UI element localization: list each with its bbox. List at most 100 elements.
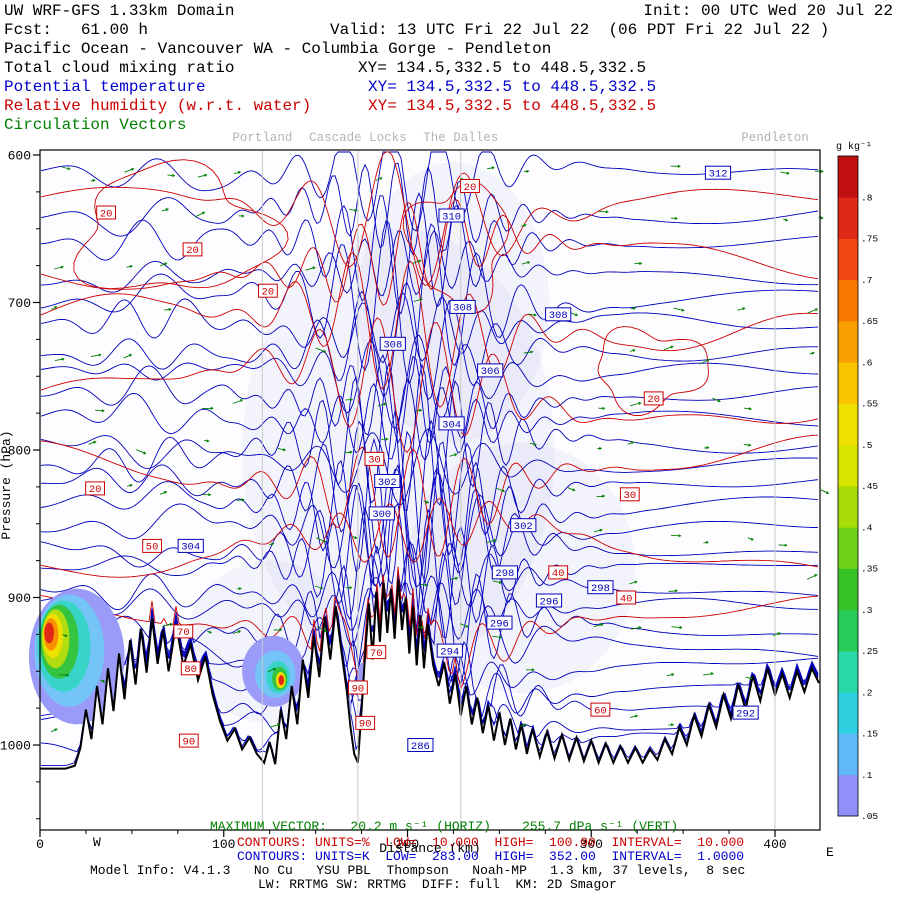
theta-contour-label: 302: [514, 521, 533, 533]
theta-contour-label: 292: [736, 708, 755, 720]
rh-contour-label-box: [460, 179, 480, 193]
colorbar-segment: [838, 238, 858, 281]
theta-contour-label-box: [368, 506, 395, 521]
colorbar-units-label: g kg⁻¹: [836, 141, 872, 153]
max-vector-note: MAXIMUM VECTOR: 20.2 m s⁻¹ (HORIZ) 255.7…: [210, 819, 679, 834]
theta-contour-line: [40, 430, 819, 585]
theta-contour-label-box: [587, 580, 614, 595]
rh-contour-label-box: [619, 487, 640, 502]
theta-contour-label: 302: [378, 477, 397, 489]
rh-contour-label: 50: [146, 542, 159, 554]
theta-contour-line: [40, 428, 819, 506]
colorbar-segment: [838, 156, 858, 198]
colorbar-tick-label: .7: [861, 275, 872, 286]
theta-contour-label: 312: [709, 169, 728, 181]
model-info-line1: Model Info: V4.1.3 No Cu YSU PBL Thompso…: [90, 863, 746, 878]
theta-contour-line: [40, 281, 818, 401]
theta-contour-line: [40, 162, 819, 256]
theta-contour-line: [40, 151, 819, 232]
rh-contour-label-box: [173, 624, 194, 639]
model-info-line2: LW: RRTMG SW: RRTMG DIFF: full KM: 2D Sm…: [258, 877, 617, 892]
rh-contour-line: [40, 317, 819, 454]
y-tick-label: 900: [8, 591, 31, 606]
terrain-fill: [40, 579, 819, 830]
rh-contour-label: 20: [89, 484, 102, 496]
field-cloud-xy: XY= 134.5,332.5 to 448.5,332.5: [358, 59, 647, 77]
rh-contour-label: 70: [370, 648, 383, 660]
rh-contour-line: [40, 251, 819, 408]
colorbar-tick-label: .05: [861, 811, 878, 822]
colorbar-tick-label: .6: [861, 357, 873, 368]
colorbar-segment: [838, 651, 858, 693]
x-tick-label: 0: [36, 837, 44, 852]
theta-contour-line: [40, 575, 819, 706]
theta-contour-label-box: [704, 165, 732, 180]
theta-contour-line: [40, 409, 819, 565]
rh-contour-label: 80: [184, 664, 197, 676]
rh-contour-loop: [73, 159, 289, 290]
colorbar-segment: [838, 444, 858, 487]
colorbar-tick-label: .3: [861, 605, 873, 616]
rh-contour-label: 90: [352, 683, 365, 695]
field-cloud-label: Total cloud mixing ratio: [4, 59, 235, 77]
theta-contour-label: 308: [383, 340, 402, 352]
colorbar-segment: [838, 486, 858, 528]
axes-layer: 600 700 800 900 1000 0 100 200 300 400 Pressure (h…: [0, 149, 821, 852]
theta-contour-line: [40, 334, 819, 430]
city-label-pendleton: Pendleton: [741, 131, 809, 145]
rh-contour-label-box: [643, 391, 664, 406]
rh-contour-label: 20: [464, 182, 477, 194]
rh-contour-label: 20: [647, 394, 660, 406]
field-rh-label: Relative humidity (w.r.t. water): [4, 97, 312, 115]
theta-contour-label: 296: [540, 596, 559, 608]
colorbar-tick-label: .4: [861, 522, 873, 533]
colorbar-tick-label: .65: [861, 316, 878, 327]
contour-label-layer: 312 310 308 308 308 306 304 304 302 302 300 298 298 2…: [85, 165, 759, 753]
theta-contour-label-box: [449, 299, 476, 314]
valid-time: Valid: 13 UTC Fri 22 Jul 22 (06 PDT Fri …: [330, 21, 830, 39]
theta-contour-line: [40, 353, 819, 444]
rh-contour-label: 40: [620, 593, 633, 605]
theta-contour-label-box: [407, 738, 434, 752]
rh-contour-label-box: [366, 645, 387, 660]
colorbar-tick-label: .5: [861, 440, 873, 451]
theta-contour-label-box: [438, 416, 465, 431]
colorbar-tick-label: .15: [861, 729, 878, 740]
circulation-vectors: [50, 164, 830, 733]
theta-contour-note: CONTOURS: UNITS=K LOW= 283.00 HIGH= 352.…: [237, 849, 745, 864]
theta-contour-layer: [40, 151, 819, 767]
theta-contour-label-box: [545, 307, 572, 322]
rh-contour-line: [40, 151, 819, 286]
rh-contour-label-box: [142, 538, 162, 553]
rh-contour-label-box: [348, 680, 368, 695]
rh-contour-label: 60: [594, 705, 607, 717]
theta-contour-label: 298: [591, 583, 610, 595]
rh-contour-label-box: [590, 702, 611, 717]
rh-contour-label: 90: [183, 736, 196, 748]
rh-contour-note: CONTOURS: UNITS=% LOW= 10.000 HIGH= 100.…: [237, 835, 745, 850]
colorbar-tick-label: .75: [861, 234, 878, 245]
colorbar-tick-label: .1: [861, 770, 873, 781]
cloud-wash: [407, 442, 636, 694]
colorbar: .05 .1 .15 .2 .25 .3 .35 .4 .45 .5 .55 .6 .65 .7 .75 .8…: [836, 141, 878, 822]
y-axis-title: Pressure (hPa): [0, 430, 14, 539]
rh-contour-label: 30: [368, 455, 381, 467]
field-theta-xy: XY= 134.5,332.5 to 448.5,332.5: [368, 78, 657, 96]
theta-contour-line: [40, 502, 818, 639]
colorbar-segment: [838, 733, 858, 776]
theta-contour-label-box: [491, 565, 518, 580]
theta-contour-label: 304: [442, 419, 461, 431]
theta-contour-label-box: [379, 336, 406, 351]
city-gridline-layer: [261, 151, 776, 829]
rh-contour-loop: [597, 326, 709, 416]
rh-contour-label: 20: [186, 245, 199, 257]
cloud-fill: [44, 622, 54, 644]
colorbar-segment: [838, 692, 858, 734]
field-rh-xy: XY= 134.5,332.5 to 448.5,332.5: [368, 97, 657, 115]
plot-frame: [39, 149, 821, 831]
y-tick-label: 600: [8, 149, 31, 164]
theta-contour-label-box: [477, 363, 504, 378]
theta-contour-label-box: [177, 538, 204, 553]
colorbar-segment: [838, 362, 858, 404]
